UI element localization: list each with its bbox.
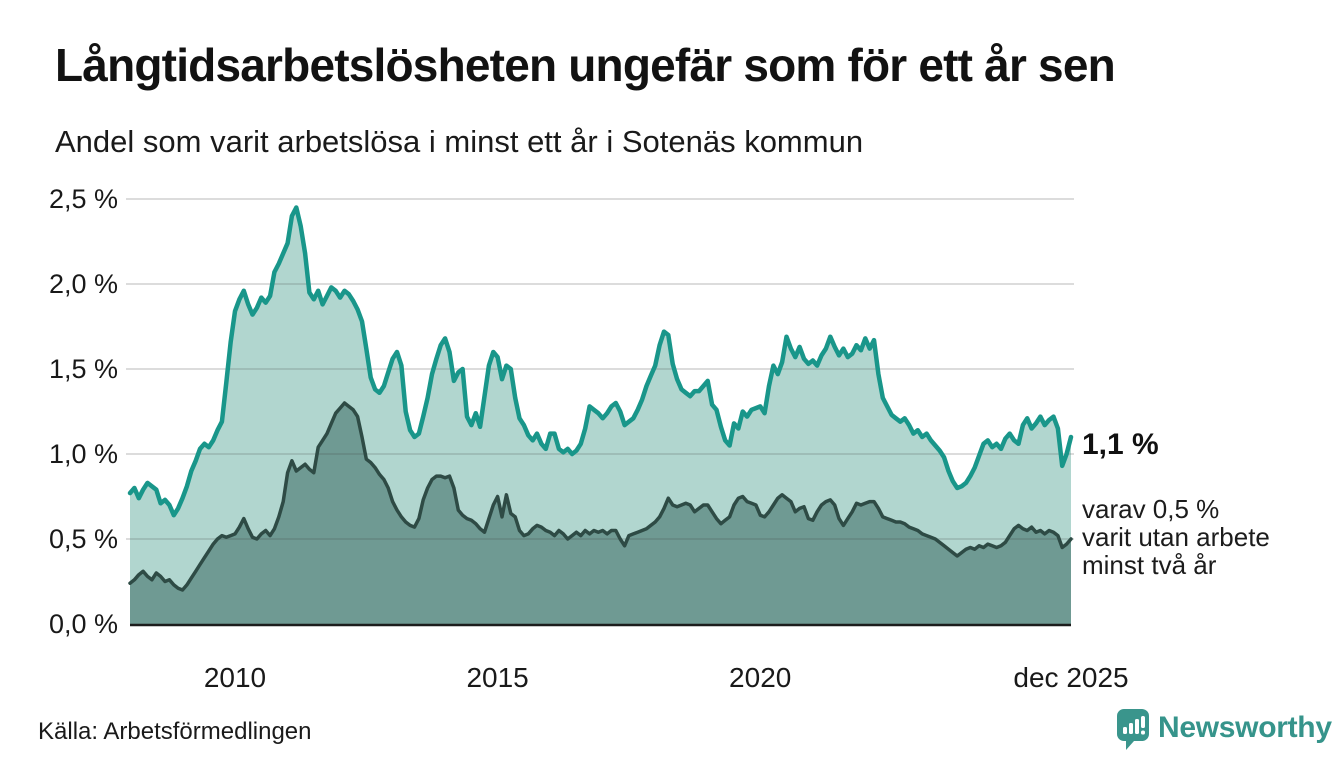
newsworthy-pin-icon bbox=[1117, 709, 1149, 750]
x-tick-label: 2010 bbox=[204, 662, 266, 693]
x-tick-label: 2020 bbox=[729, 662, 791, 693]
y-tick-label: 0,5 % bbox=[49, 524, 118, 554]
x-axis-labels: 2010 2015 2020 dec 2025 bbox=[204, 662, 1129, 693]
y-tick-label: 0,0 % bbox=[49, 609, 118, 639]
y-tick-label: 1,0 % bbox=[49, 439, 118, 469]
line-2yr bbox=[128, 401, 1073, 592]
newsworthy-logo-text: Newsworthy bbox=[1158, 711, 1332, 744]
secondary-value-label: varav 0,5 % varit utan arbete minst två … bbox=[1082, 494, 1270, 580]
page-title: Långtidsarbetslösheten ungefär som för e… bbox=[55, 39, 1116, 91]
y-axis-labels: 0,0 % 0,5 % 1,0 % 1,5 % 2,0 % 2,5 % bbox=[49, 184, 118, 639]
x-tick-label: 2015 bbox=[466, 662, 528, 693]
y-tick-label: 2,5 % bbox=[49, 184, 118, 214]
x-tick-label: dec 2025 bbox=[1013, 662, 1128, 693]
latest-value-label: 1,1 % bbox=[1082, 428, 1159, 461]
line-1yr bbox=[127, 205, 1074, 518]
source-note: Källa: Arbetsförmedlingen bbox=[38, 718, 312, 745]
series-lines bbox=[127, 205, 1074, 592]
y-tick-label: 2,0 % bbox=[49, 269, 118, 299]
page-subtitle: Andel som varit arbetslösa i minst ett å… bbox=[55, 124, 864, 159]
newsworthy-logo: Newsworthy bbox=[1117, 709, 1332, 751]
y-tick-label: 1,5 % bbox=[49, 354, 118, 384]
